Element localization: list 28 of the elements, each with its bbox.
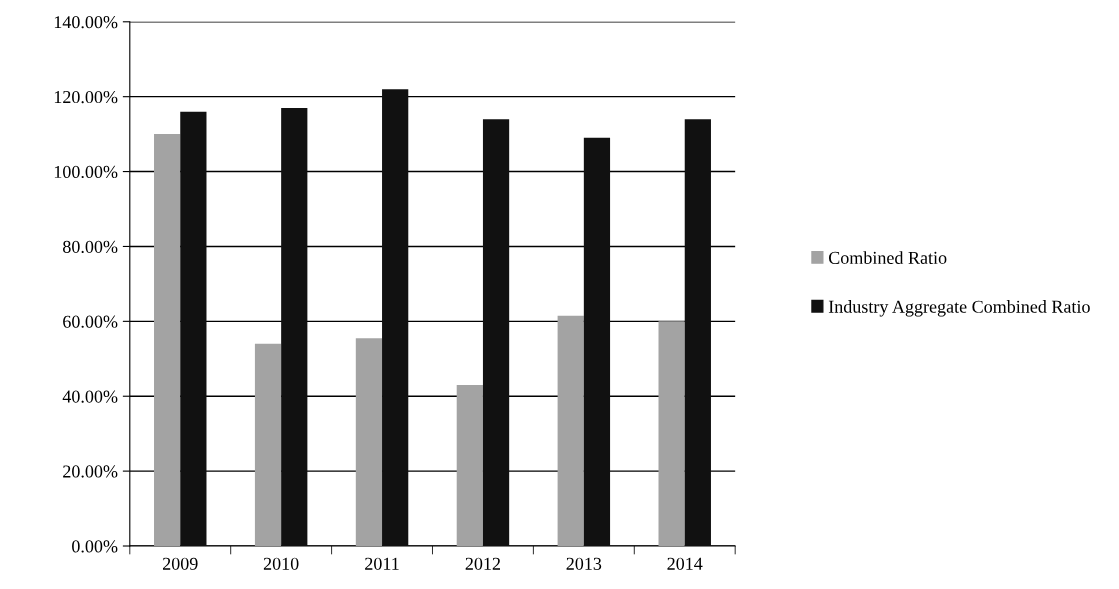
bar [382,89,409,546]
bar [281,107,308,546]
bar [557,315,584,546]
bar [684,119,711,546]
x-tick-label: 2009 [162,557,198,570]
x-tick-label: 2014 [667,557,703,570]
legend-label: Industry Aggregate Combined Ratio [828,300,1090,317]
x-tick-label: 2013 [566,557,602,570]
bar [658,321,685,546]
bar [180,111,207,546]
y-tick-label: 80.00% [63,240,118,253]
bar [456,385,483,546]
y-tick-label: 100.00% [54,165,118,179]
y-tick-label: 40.00% [62,390,118,403]
x-tick-label: 2010 [263,557,299,570]
y-tick-label: 120.00% [54,90,118,104]
legend-label: Combined Ratio [828,251,947,264]
bar [154,134,181,546]
bar [355,338,383,546]
y-tick-label: 140.00% [54,16,118,29]
y-tick-label: 60.00% [63,315,118,328]
y-tick-label: 20.00% [63,465,118,478]
y-tick-label: 0.00% [72,540,118,553]
x-tick-label: 2012 [465,557,500,570]
bar [583,137,611,546]
x-tick-label: 2011 [365,557,399,570]
bar [254,343,282,546]
bar [482,119,510,546]
